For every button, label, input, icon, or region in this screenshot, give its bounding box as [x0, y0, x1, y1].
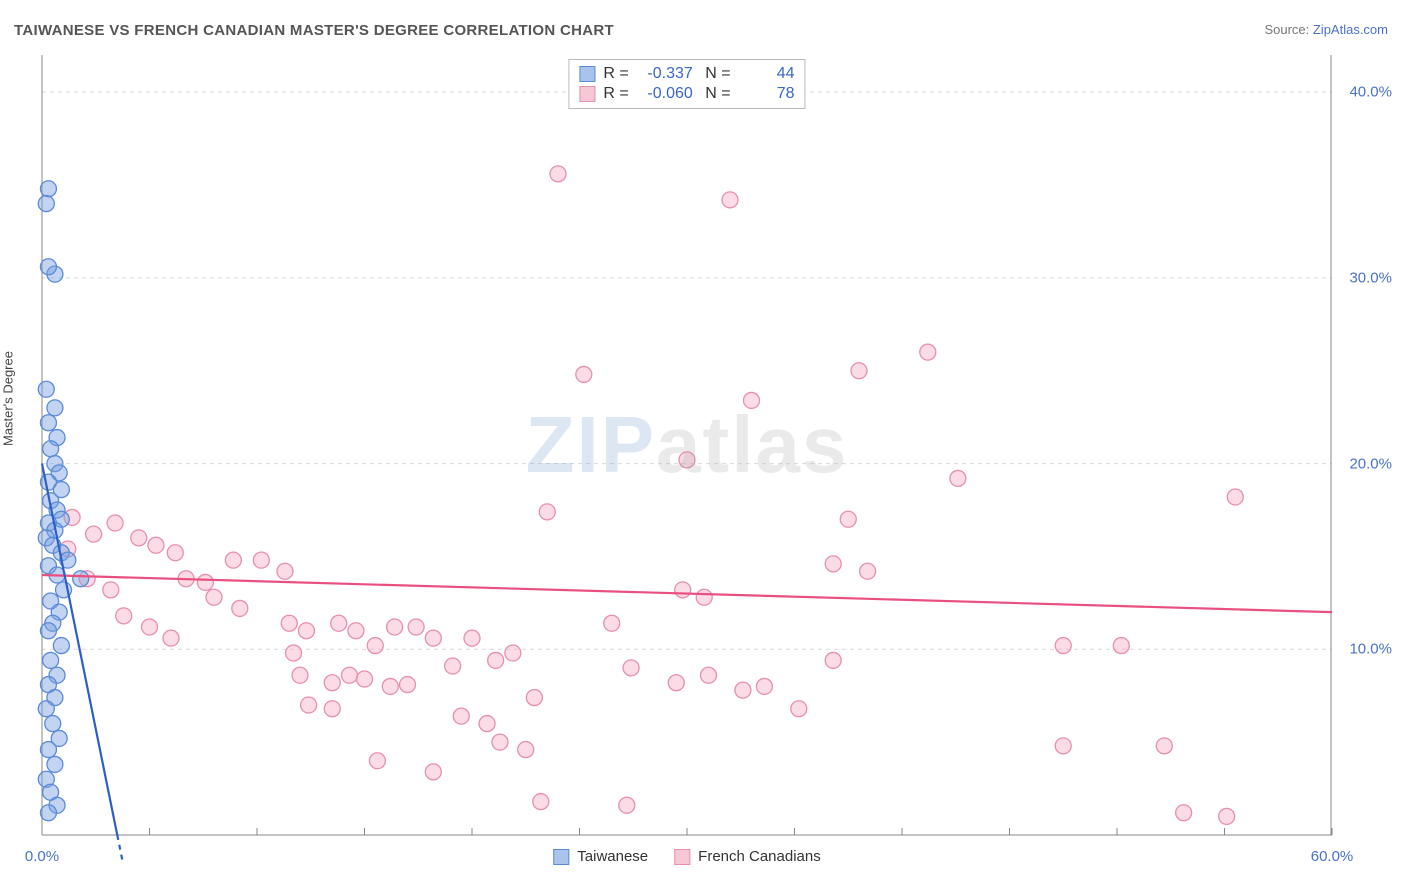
y-axis-label: Master's Degree — [1, 351, 16, 446]
stats-swatch-b — [579, 86, 595, 102]
chart-svg — [42, 55, 1332, 835]
x-tick-label: 0.0% — [25, 848, 59, 865]
stats-r-value-b: -0.060 — [637, 84, 693, 104]
legend-swatch-b — [674, 849, 690, 865]
y-tick-label: 20.0% — [1349, 455, 1392, 472]
chart-container: TAIWANESE VS FRENCH CANADIAN MASTER'S DE… — [0, 0, 1406, 892]
source-link[interactable]: ZipAtlas.com — [1313, 22, 1388, 37]
legend-label-b: French Canadians — [698, 848, 821, 865]
plot-area: ZIPatlas R = -0.337 N = 44 R = -0.060 N … — [42, 55, 1332, 835]
legend-label-a: Taiwanese — [577, 848, 648, 865]
y-tick-label: 10.0% — [1349, 641, 1392, 658]
legend-item-b: French Canadians — [674, 848, 821, 865]
stats-row-a: R = -0.337 N = 44 — [579, 64, 794, 84]
stats-n-value-b: 78 — [739, 84, 795, 104]
source-attribution: Source: ZipAtlas.com — [1264, 22, 1388, 37]
legend-swatch-a — [553, 849, 569, 865]
y-tick-label: 30.0% — [1349, 269, 1392, 286]
stats-swatch-a — [579, 66, 595, 82]
x-tick-label: 60.0% — [1311, 848, 1354, 865]
stats-r-label: R = — [603, 84, 628, 104]
stats-row-b: R = -0.060 N = 78 — [579, 84, 794, 104]
stats-r-label: R = — [603, 64, 628, 84]
stats-n-label: N = — [701, 64, 731, 84]
legend-item-a: Taiwanese — [553, 848, 648, 865]
bottom-legend: Taiwanese French Canadians — [553, 848, 820, 865]
y-tick-label: 40.0% — [1349, 84, 1392, 101]
stats-box: R = -0.337 N = 44 R = -0.060 N = 78 — [568, 59, 805, 109]
stats-r-value-a: -0.337 — [637, 64, 693, 84]
chart-title: TAIWANESE VS FRENCH CANADIAN MASTER'S DE… — [14, 22, 614, 39]
stats-n-label: N = — [701, 84, 731, 104]
stats-n-value-a: 44 — [739, 64, 795, 84]
source-prefix: Source: — [1264, 22, 1312, 37]
